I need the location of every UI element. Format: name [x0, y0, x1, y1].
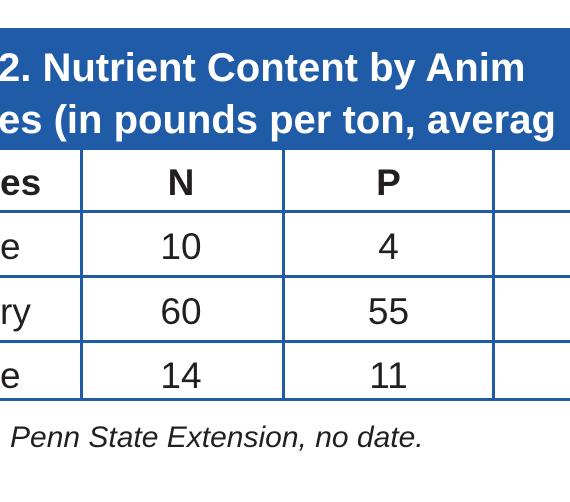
- column-header-animal: es: [0, 162, 42, 203]
- column-header-n: N: [167, 162, 195, 203]
- table-cell-animal: e: [0, 226, 21, 267]
- table-cell-p: 55: [367, 291, 410, 332]
- table-cell-n: 10: [160, 226, 202, 267]
- column-divider: [80, 150, 83, 400]
- table-cell-animal: e: [0, 355, 21, 396]
- row-divider: [0, 398, 570, 401]
- row-divider: [0, 275, 570, 278]
- table-cell-p: 11: [369, 355, 408, 396]
- column-divider: [492, 150, 495, 400]
- table-cell-p: 4: [378, 226, 399, 267]
- row-divider: [0, 210, 570, 213]
- table-title-bar: [0, 28, 570, 150]
- table-title-line-1: 2. Nutrient Content by Anim: [0, 46, 526, 90]
- table-cell-n: 60: [160, 291, 202, 332]
- table-title-line-2: es (in pounds per ton, averag: [0, 98, 556, 142]
- table-cell-n: 14: [160, 355, 202, 396]
- table-footnote: Penn State Extension, no date.: [10, 421, 424, 454]
- column-header-p: P: [376, 162, 401, 203]
- column-divider: [282, 150, 285, 400]
- row-divider: [0, 340, 570, 343]
- table-cell-animal: ry: [0, 291, 31, 332]
